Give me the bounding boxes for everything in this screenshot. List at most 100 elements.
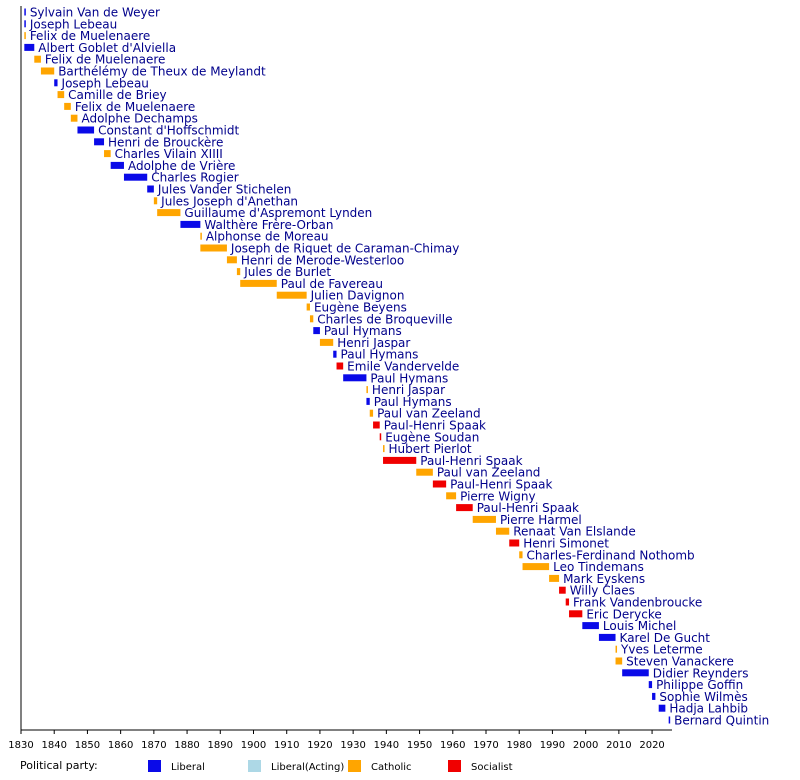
term-bar — [123, 173, 148, 181]
x-tick-label: 1830 — [8, 740, 33, 751]
x-tick-label: 1990 — [540, 740, 565, 751]
minister-name: Jules de Burlet — [243, 265, 331, 279]
term-bar — [57, 91, 65, 99]
minister-name: Paul van Zeeland — [437, 466, 541, 480]
term-bar — [495, 527, 510, 535]
minister-name: Felix de Muelenaere — [75, 100, 195, 114]
term-bar — [648, 681, 653, 689]
x-tick-label: 1840 — [41, 740, 66, 751]
term-bar — [456, 504, 473, 512]
minister-name: Paul Hymans — [370, 371, 448, 385]
minister-name: Guillaume d'Aspremont Lynden — [184, 206, 372, 220]
term-bar — [104, 150, 111, 158]
term-bar — [147, 185, 154, 193]
term-bar — [240, 279, 277, 287]
legend-label: Socialist — [471, 762, 513, 773]
x-tick-label: 1970 — [473, 740, 498, 751]
minister-name: Joseph Lebeau — [61, 76, 149, 90]
x-tick-label: 1850 — [75, 740, 100, 751]
minister-name: Paul Hymans — [324, 324, 402, 338]
minister-name: Felix de Muelenaere — [45, 53, 165, 67]
legend-title: Political party: — [20, 759, 98, 772]
minister-name: Philippe Goffin — [656, 678, 743, 692]
minister-name: Charles Vilain XIIII — [115, 147, 223, 161]
term-bar — [336, 362, 344, 370]
x-tick-label: 2020 — [639, 740, 664, 751]
minister-name: Henri Jaspar — [337, 336, 410, 350]
minister-name: Joseph Lebeau — [29, 17, 117, 31]
minister-name: Adolphe Dechamps — [81, 112, 197, 126]
term-bar — [343, 374, 367, 382]
term-bar — [432, 480, 447, 488]
x-tick-label: 1860 — [108, 740, 133, 751]
term-bar — [446, 492, 457, 500]
term-bar — [569, 610, 583, 618]
minister-name: Karel De Gucht — [620, 631, 711, 645]
term-bar — [366, 386, 368, 394]
term-bar — [615, 645, 618, 653]
minister-name: Paul-Henri Spaak — [450, 478, 552, 492]
term-bar — [24, 8, 26, 16]
term-bar — [652, 692, 656, 700]
x-tick-label: 1900 — [241, 740, 266, 751]
term-bar — [582, 622, 599, 630]
minister-name: Adolphe de Vrière — [128, 159, 235, 173]
term-bar — [379, 433, 382, 441]
minister-name: Joseph de Riquet de Caraman-Chimay — [230, 242, 459, 256]
term-bar — [373, 421, 380, 429]
minister-name: Jules Joseph d'Anethan — [160, 194, 298, 208]
legend-label: Catholic — [371, 762, 412, 773]
minister-name: Steven Vanackere — [626, 655, 734, 669]
minister-name: Charles de Broqueville — [317, 312, 452, 326]
term-bar — [24, 32, 26, 40]
legend-label: Liberal(Acting) — [271, 762, 344, 773]
term-bar — [226, 256, 237, 264]
minister-name: Barthélémy de Theux de Meylandt — [58, 65, 266, 79]
minister-name: Henri de Merode-Westerloo — [241, 253, 404, 267]
term-bar — [416, 468, 433, 476]
minister-name: Yves Leterme — [620, 643, 703, 657]
minister-name: Albert Goblet d'Alviella — [38, 41, 176, 55]
legend-label: Liberal — [171, 762, 205, 773]
minister-name: Paul van Zeeland — [377, 407, 481, 421]
term-bar — [668, 716, 671, 724]
minister-name: Louis Michel — [603, 619, 676, 633]
x-tick-label: 1980 — [506, 740, 531, 751]
term-bar — [54, 79, 58, 87]
term-bar — [366, 397, 370, 405]
term-bar — [333, 350, 337, 358]
minister-name: Renaat Van Elslande — [513, 525, 636, 539]
minister-name: Didier Reynders — [653, 666, 749, 680]
x-tick-label: 1910 — [274, 740, 299, 751]
term-bar — [369, 409, 374, 417]
minister-name: Paul-Henri Spaak — [477, 501, 579, 515]
minister-name: Julien Davignon — [310, 289, 405, 303]
term-bar — [383, 456, 417, 464]
term-bar — [658, 704, 666, 712]
term-bar — [306, 303, 310, 311]
minister-name: Alphonse de Moreau — [206, 230, 329, 244]
x-tick-label: 1920 — [307, 740, 332, 751]
minister-name: Charles-Ferdinand Nothomb — [527, 548, 695, 562]
term-bar — [519, 551, 523, 559]
x-tick-label: 1880 — [174, 740, 199, 751]
term-bar — [64, 102, 71, 110]
minister-name: Felix de Muelenaere — [30, 29, 150, 43]
term-bar — [559, 586, 566, 594]
minister-name: Leo Tindemans — [553, 560, 644, 574]
minister-name: Paul-Henri Spaak — [384, 419, 486, 433]
minister-name: Willy Claes — [570, 584, 635, 598]
term-bar — [70, 114, 78, 122]
term-bar — [622, 669, 649, 677]
term-bar — [565, 598, 570, 606]
term-bar — [309, 315, 314, 323]
term-bar — [522, 563, 550, 571]
term-bar — [40, 67, 55, 75]
minister-name: Paul-Henri Spaak — [420, 454, 522, 468]
minister-name: Emile Vandervelde — [347, 360, 459, 374]
minister-name: Jules Vander Stichelen — [157, 183, 291, 197]
x-tick-label: 1950 — [407, 740, 432, 751]
x-tick-label: 2000 — [573, 740, 598, 751]
term-bar — [24, 43, 35, 51]
